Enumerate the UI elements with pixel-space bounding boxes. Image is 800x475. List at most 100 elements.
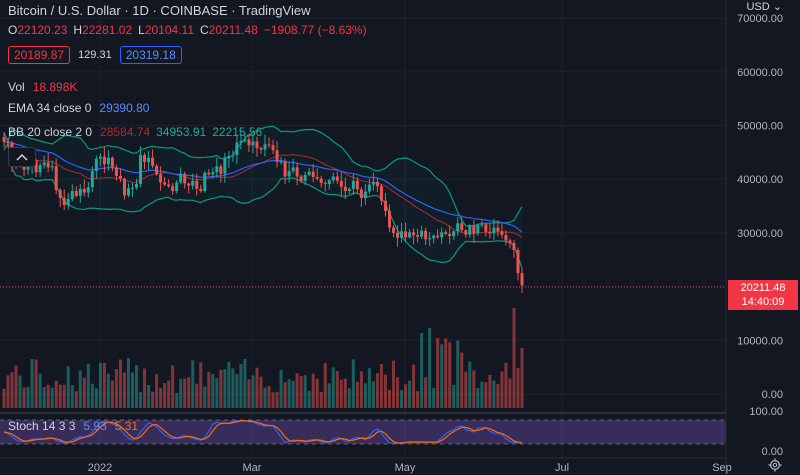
volume-bar	[199, 362, 203, 408]
volume-bar	[392, 360, 396, 408]
volume-bar	[159, 387, 163, 408]
volume-bar	[50, 387, 54, 408]
candlesticks	[2, 131, 524, 294]
time-tick-label: May	[395, 462, 416, 474]
candle-body	[143, 155, 147, 163]
candle-body	[271, 145, 275, 151]
candle-body	[295, 167, 299, 177]
volume-bar	[295, 373, 299, 408]
candle-body	[275, 150, 279, 163]
candle-body	[126, 188, 130, 196]
ema-legend[interactable]: EMA 34 close 0 29390.80	[8, 101, 149, 115]
price-tick-label: 10000.00	[737, 335, 783, 347]
candle-body	[58, 189, 62, 198]
volume-bar	[139, 392, 143, 408]
volume-bar	[203, 386, 207, 408]
volume-bar	[26, 386, 30, 408]
bid-ask-panel: 20189.87 129.31 20319.18	[8, 46, 190, 64]
candle-body	[440, 232, 444, 238]
price-tick-label: 60000.00	[737, 67, 783, 79]
volume-bar	[299, 376, 303, 408]
candle-body	[179, 173, 183, 183]
candle-body	[147, 157, 151, 163]
volume-bar	[456, 340, 460, 408]
candle-body	[452, 231, 456, 237]
volume-bar	[343, 378, 347, 408]
candle-body	[267, 144, 271, 146]
volume-bar	[42, 387, 46, 408]
volume-bar	[215, 378, 219, 408]
volume-bar	[327, 383, 331, 408]
candle-body	[319, 178, 323, 183]
volume-bar	[247, 379, 251, 408]
gear-icon[interactable]	[768, 458, 782, 472]
collapse-legend-button[interactable]	[8, 147, 36, 167]
volume-bar	[167, 380, 171, 408]
buy-button[interactable]: 20319.18	[119, 46, 182, 64]
volume-bar	[287, 379, 291, 408]
candle-body	[404, 231, 408, 238]
volume-bar	[130, 372, 134, 408]
volume-bar	[440, 344, 444, 408]
time-tick-label: Mar	[243, 462, 262, 474]
bb-legend[interactable]: BB 20 close 2 0 28584.74 34953.91 22215.…	[8, 125, 262, 139]
price-tick-label: 70000.00	[737, 13, 783, 25]
candle-body	[199, 188, 203, 192]
candle-body	[231, 155, 235, 157]
spread-value: 129.31	[78, 49, 112, 61]
candle-body	[251, 141, 255, 146]
close-label: C	[200, 23, 209, 37]
stoch-legend[interactable]: Stoch 14 3 3 5.93 5.31	[8, 419, 138, 433]
volume-bar	[6, 375, 10, 408]
candle-body	[263, 144, 267, 150]
stoch-tick-label: 100.00	[749, 406, 783, 418]
volume-bar	[311, 373, 315, 408]
candle-body	[323, 182, 327, 185]
candle-body	[420, 230, 424, 237]
candle-body	[86, 187, 90, 193]
volume-bar	[66, 366, 70, 408]
candle-body	[90, 171, 94, 188]
volume-bar	[223, 369, 227, 408]
volume-bar	[432, 387, 436, 408]
vol-legend[interactable]: Vol 18.898K	[8, 80, 77, 94]
candle-body	[259, 148, 263, 150]
candle-body	[303, 174, 307, 181]
candle-body	[118, 175, 122, 179]
volume-bar	[291, 380, 295, 408]
currency-selector[interactable]: USD ⌄	[746, 0, 782, 13]
volume-bar	[263, 387, 267, 408]
volume-bar	[78, 370, 82, 408]
stoch-band	[0, 420, 726, 444]
volume-bar	[516, 368, 520, 408]
volume-bar	[275, 391, 279, 408]
candle-body	[215, 166, 219, 173]
candle-body	[492, 227, 496, 234]
candle-body	[191, 180, 195, 186]
volume-bar	[396, 377, 400, 408]
symbol-title[interactable]: Bitcoin / U.S. Dollar · 1D · COINBASE · …	[8, 3, 311, 18]
volume-bar	[231, 368, 235, 408]
volume-bar	[58, 384, 62, 408]
time-axis[interactable]: 2022 Mar May Jul Sep	[88, 462, 732, 474]
volume-bar	[74, 391, 78, 408]
volume-bar	[408, 380, 412, 408]
sell-button[interactable]: 20189.87	[8, 46, 71, 64]
candle-body	[227, 156, 231, 159]
low-value: 20104.11	[144, 23, 194, 37]
candle-body	[363, 191, 367, 198]
candle-body	[195, 180, 199, 189]
volume-bar	[436, 338, 440, 408]
volume-bar	[38, 373, 42, 408]
price-axis[interactable]: 70000.00 60000.00 50000.00 40000.00 30000.00…	[737, 13, 783, 458]
candle-body	[94, 158, 98, 172]
volume-bar	[335, 371, 339, 408]
volume-bar	[367, 368, 371, 408]
candle-body	[496, 227, 500, 232]
volume-bar	[512, 308, 516, 408]
volume-bar	[239, 363, 243, 408]
volume-bar	[387, 389, 391, 408]
candle-body	[428, 238, 432, 240]
volume-bar	[94, 388, 98, 408]
